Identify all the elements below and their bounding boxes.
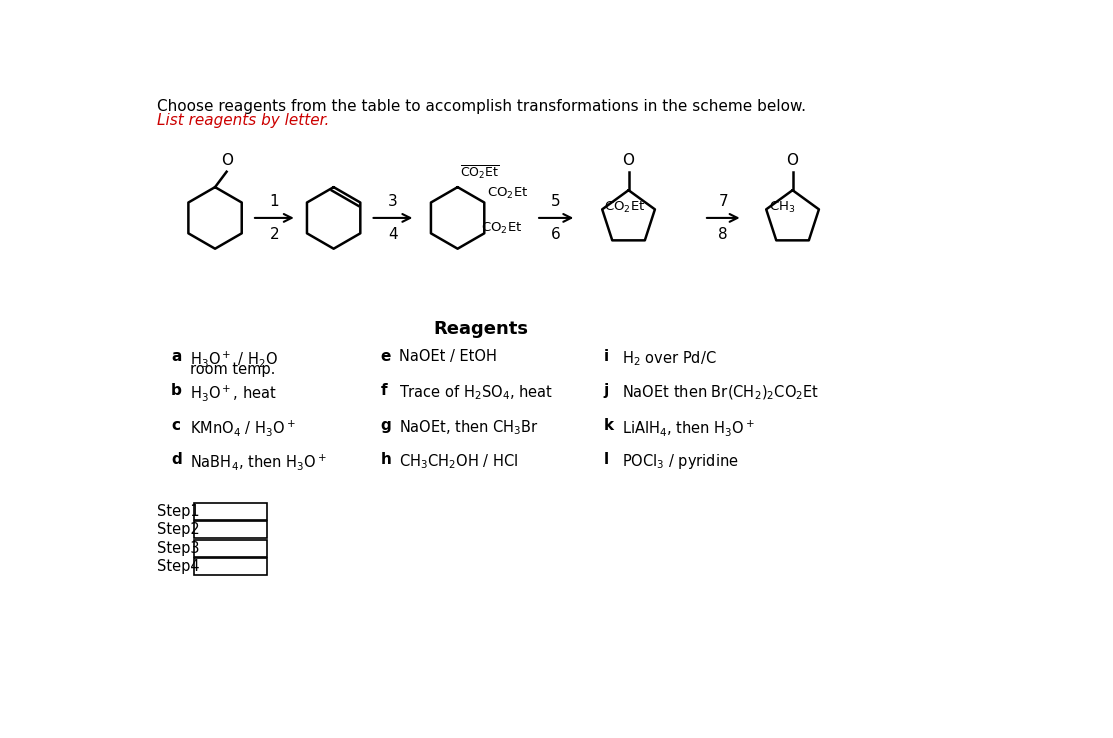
Text: e: e: [381, 349, 391, 364]
Text: c: c: [171, 418, 180, 433]
Text: POCl$_3$ / pyridine: POCl$_3$ / pyridine: [622, 452, 739, 471]
Text: 7: 7: [719, 193, 728, 209]
Bar: [195, 558, 267, 575]
Text: l: l: [604, 452, 609, 467]
Text: CO$_2$Et: CO$_2$Et: [604, 200, 646, 215]
Text: H$_2$ over Pd/C: H$_2$ over Pd/C: [622, 349, 717, 368]
Text: room temp.: room temp.: [189, 362, 275, 377]
Text: H$_3$O$^+$, heat: H$_3$O$^+$, heat: [189, 384, 276, 404]
Text: Trace of H$_2$SO$_4$, heat: Trace of H$_2$SO$_4$, heat: [400, 384, 553, 402]
Text: O: O: [221, 153, 234, 168]
Text: Reagents: Reagents: [433, 320, 529, 337]
Text: O: O: [787, 153, 798, 168]
Text: CH$_3$CH$_2$OH / HCl: CH$_3$CH$_2$OH / HCl: [400, 452, 519, 471]
Text: LiAlH$_4$, then H$_3$O$^+$: LiAlH$_4$, then H$_3$O$^+$: [622, 418, 756, 438]
Text: Step1: Step1: [157, 504, 200, 519]
Text: 1: 1: [269, 193, 279, 209]
Text: h: h: [381, 452, 392, 467]
Text: O: O: [622, 153, 634, 168]
Text: KMnO$_4$ / H$_3$O$^+$: KMnO$_4$ / H$_3$O$^+$: [189, 418, 295, 438]
Text: NaOEt then Br(CH$_2$)$_2$CO$_2$Et: NaOEt then Br(CH$_2$)$_2$CO$_2$Et: [622, 384, 819, 402]
Text: NaOEt, then CH$_3$Br: NaOEt, then CH$_3$Br: [400, 418, 539, 437]
Text: f: f: [381, 384, 387, 399]
Text: NaBH$_4$, then H$_3$O$^+$: NaBH$_4$, then H$_3$O$^+$: [189, 452, 326, 472]
Text: 3: 3: [388, 193, 397, 209]
Text: 6: 6: [551, 227, 561, 242]
Text: d: d: [171, 452, 181, 467]
Text: j: j: [604, 384, 609, 399]
Text: NaOEt / EtOH: NaOEt / EtOH: [400, 349, 498, 364]
Bar: [195, 521, 267, 538]
Bar: [195, 539, 267, 556]
Text: i: i: [604, 349, 609, 364]
Text: Step3: Step3: [157, 541, 200, 556]
Bar: [195, 503, 267, 520]
Text: CH$_3$: CH$_3$: [768, 200, 795, 215]
Text: $\overline{\rm CO_2Et}$: $\overline{\rm CO_2Et}$: [460, 163, 500, 181]
Text: k: k: [604, 418, 614, 433]
Text: H$_3$O$^+$ / H$_2$O: H$_3$O$^+$ / H$_2$O: [189, 349, 277, 369]
Text: Step4: Step4: [157, 559, 200, 574]
Text: 4: 4: [388, 227, 397, 242]
Text: Step2: Step2: [157, 523, 200, 537]
Text: g: g: [381, 418, 392, 433]
Text: 5: 5: [551, 193, 561, 209]
Text: Choose reagents from the table to accomplish transformations in the scheme below: Choose reagents from the table to accomp…: [157, 100, 806, 114]
Text: b: b: [171, 384, 183, 399]
Text: CO$_2$Et: CO$_2$Et: [486, 186, 529, 201]
Text: a: a: [171, 349, 181, 364]
Text: List reagents by letter.: List reagents by letter.: [157, 113, 329, 128]
Text: CO$_2$Et: CO$_2$Et: [481, 221, 522, 236]
Text: 8: 8: [719, 227, 728, 242]
Text: 2: 2: [269, 227, 279, 242]
